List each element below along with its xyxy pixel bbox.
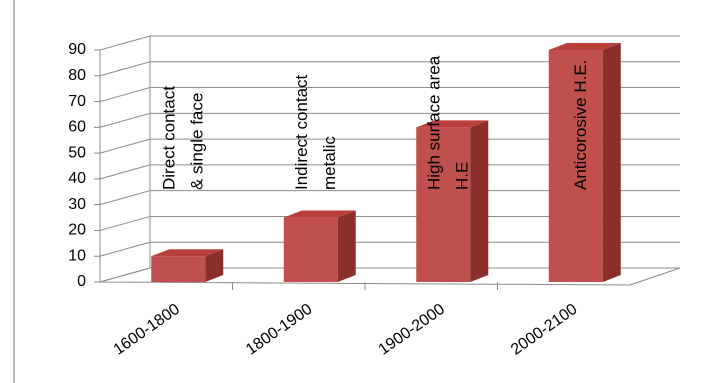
y-tick-label: 10 bbox=[68, 247, 86, 264]
grid-line bbox=[99, 164, 680, 180]
annotation: Indirect contact bbox=[292, 74, 311, 190]
y-tick-label: 60 bbox=[68, 119, 86, 136]
annotation: Direct contact bbox=[160, 86, 179, 190]
bar bbox=[283, 217, 338, 282]
grid-line bbox=[99, 241, 680, 257]
bar bbox=[151, 256, 206, 282]
bar-side bbox=[602, 43, 621, 282]
bar-top bbox=[151, 249, 224, 257]
grid-line bbox=[99, 267, 680, 283]
y-tick-label: 20 bbox=[68, 222, 86, 239]
grid-line bbox=[99, 190, 680, 206]
annotation: & single face bbox=[188, 93, 207, 190]
annotation: metalic bbox=[320, 136, 339, 190]
y-tick-label: 80 bbox=[68, 67, 86, 84]
grid-line bbox=[99, 112, 680, 128]
y-tick-label: 70 bbox=[68, 93, 86, 110]
bar-side bbox=[337, 210, 356, 282]
grid-line bbox=[99, 215, 680, 231]
bar-top bbox=[283, 210, 356, 218]
bar-side bbox=[205, 249, 224, 282]
y-tick-label: 40 bbox=[68, 170, 86, 187]
y-tick-label: 90 bbox=[68, 41, 86, 58]
grid-line bbox=[99, 61, 680, 77]
bar-top bbox=[548, 43, 621, 50]
grid-line bbox=[99, 138, 680, 154]
y-tick-label: 0 bbox=[77, 273, 86, 290]
annotation: High surface area bbox=[425, 55, 444, 190]
y-tick-label: 50 bbox=[68, 144, 86, 161]
grid-line bbox=[99, 35, 680, 51]
annotation: Anticorosive H.E. bbox=[571, 60, 590, 190]
annotation: H.E bbox=[453, 162, 472, 190]
bar-top bbox=[416, 120, 489, 128]
bar bbox=[548, 50, 603, 282]
bar bbox=[416, 127, 471, 282]
grid-line bbox=[99, 87, 680, 103]
bar-side bbox=[470, 120, 489, 282]
y-tick-label: 30 bbox=[68, 196, 86, 213]
